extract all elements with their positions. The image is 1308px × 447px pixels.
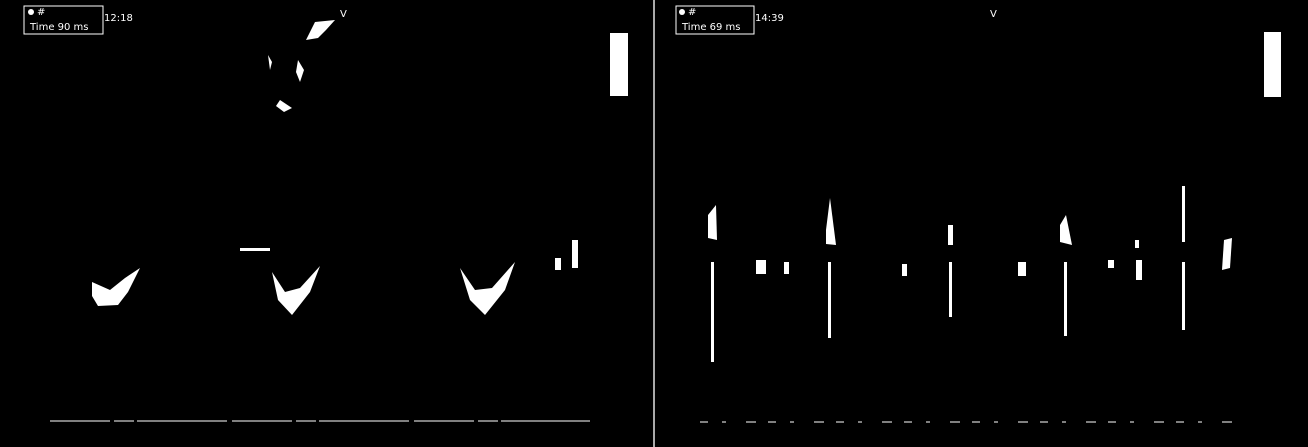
- clock: 14:39: [755, 13, 784, 24]
- doppler-view: # Time 90 ms 12:18 V # Time 69 ms 14:39 …: [0, 0, 1308, 447]
- echo-trace: [1108, 260, 1114, 268]
- echo-trace: [1060, 215, 1072, 245]
- echo-trace: [1182, 262, 1185, 330]
- echo-trace: [240, 248, 270, 251]
- waveform: [700, 186, 1240, 422]
- time-label: Time 69 ms: [681, 22, 741, 33]
- echo-trace: [711, 262, 714, 362]
- marker: V: [990, 9, 997, 20]
- mark: #: [688, 7, 696, 18]
- mark: #: [37, 7, 45, 18]
- echo-trace: [555, 258, 561, 270]
- echo-trace: [1182, 186, 1185, 242]
- echo-trace: [1135, 240, 1139, 248]
- echo-trace: [1136, 260, 1142, 280]
- echo-trace: [784, 262, 789, 274]
- screen: # Time 90 ms 12:18 V # Time 69 ms 14:39 …: [0, 0, 1308, 447]
- time-label: Time 90 ms: [29, 22, 89, 33]
- marker: V: [340, 9, 347, 20]
- echo-trace: [949, 262, 952, 317]
- echo-trace: [948, 225, 953, 245]
- scale-bar: [1264, 32, 1281, 97]
- echo-trace: [1064, 262, 1067, 336]
- echo-trace: [756, 260, 766, 274]
- indicator: [28, 9, 34, 15]
- panel-background: [0, 0, 652, 447]
- echo-trace: [572, 240, 578, 268]
- echo-trace: [1018, 262, 1026, 276]
- echo-trace: [1222, 238, 1232, 270]
- echo-trace: [708, 205, 717, 240]
- echo-trace: [826, 198, 836, 245]
- clock: 12:18: [104, 13, 133, 24]
- echo-trace: [902, 264, 907, 276]
- indicator: [679, 9, 685, 15]
- panel: # Time 90 ms 12:18 V: [0, 0, 652, 447]
- scale-bar: [610, 33, 628, 96]
- panel: # Time 69 ms 14:39 V: [676, 6, 1281, 422]
- echo-trace: [828, 262, 831, 338]
